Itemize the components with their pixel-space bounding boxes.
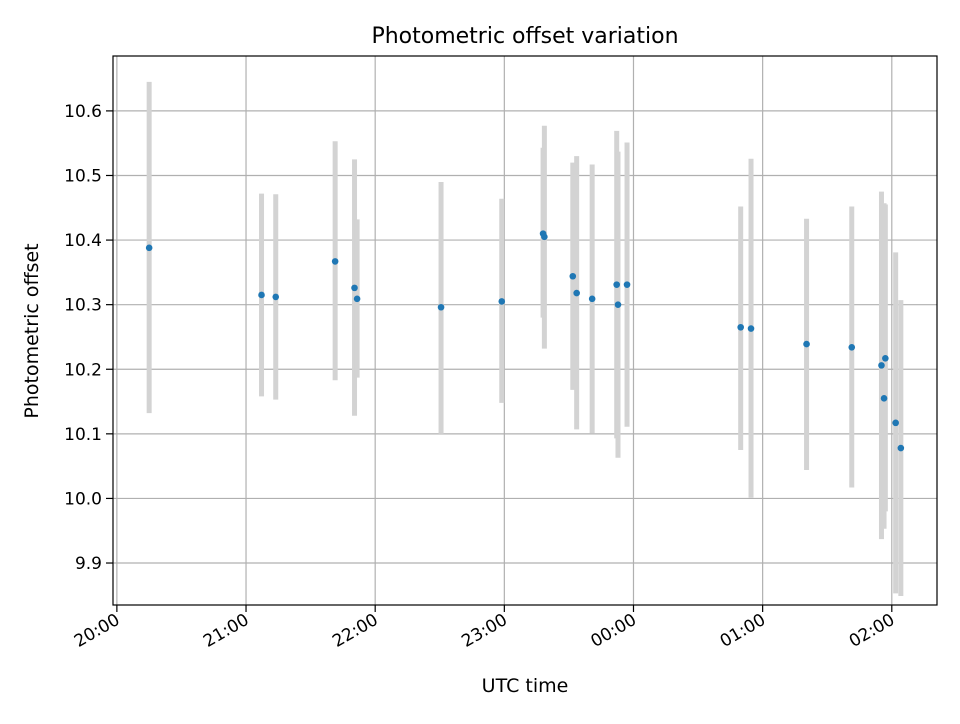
chart-title: Photometric offset variation (371, 24, 678, 49)
data-point (803, 340, 810, 348)
grid-layer (113, 56, 937, 605)
y-tick-label: 9.9 (75, 554, 102, 574)
data-point (437, 303, 445, 311)
x-tick-label: 00:00 (588, 610, 640, 652)
y-axis-label: Photometric offset (21, 243, 43, 418)
data-point (892, 419, 899, 427)
data-point (573, 289, 580, 297)
y-tick-label: 10.1 (64, 425, 102, 445)
data-point (569, 272, 577, 280)
data-point (737, 323, 744, 331)
tick-layer: 9.9 10.0 10.1 10.2 10.3 10.4 10.5 10.6 20:00 21:0… (64, 102, 898, 652)
data-point (588, 295, 596, 303)
data-point (623, 281, 631, 288)
y-tick-label: 10.3 (64, 296, 102, 316)
data-point (613, 281, 620, 288)
data-point (351, 284, 358, 292)
data-point (614, 301, 622, 308)
x-tick-label: 01:00 (717, 610, 769, 652)
x-tick-label: 20:00 (71, 610, 123, 652)
data-point (498, 298, 506, 305)
data-point (258, 291, 265, 299)
x-tick-label: 21:00 (200, 610, 252, 652)
data-point (272, 293, 280, 301)
data-point (848, 343, 856, 351)
x-tick-label: 23:00 (458, 610, 510, 652)
x-axis-label: UTC time (482, 675, 569, 697)
data-point (878, 362, 885, 369)
data-point (541, 233, 548, 241)
data-point (331, 258, 339, 265)
data-point (882, 354, 889, 362)
errorbar-layer (146, 81, 904, 596)
data-point (897, 444, 905, 452)
y-tick-label: 10.5 (64, 166, 102, 186)
y-tick-label: 10.0 (64, 489, 102, 509)
y-tick-label: 10.2 (64, 360, 102, 380)
data-point (880, 395, 888, 402)
y-tick-label: 10.6 (64, 102, 102, 122)
data-point (353, 295, 361, 303)
data-point (747, 325, 755, 332)
point-layer (145, 230, 905, 452)
x-tick-label: 02:00 (846, 610, 898, 652)
plot-frame (112, 55, 938, 606)
y-tick-label: 10.4 (64, 231, 102, 251)
data-point (145, 244, 153, 252)
x-tick-label: 22:00 (329, 610, 381, 652)
